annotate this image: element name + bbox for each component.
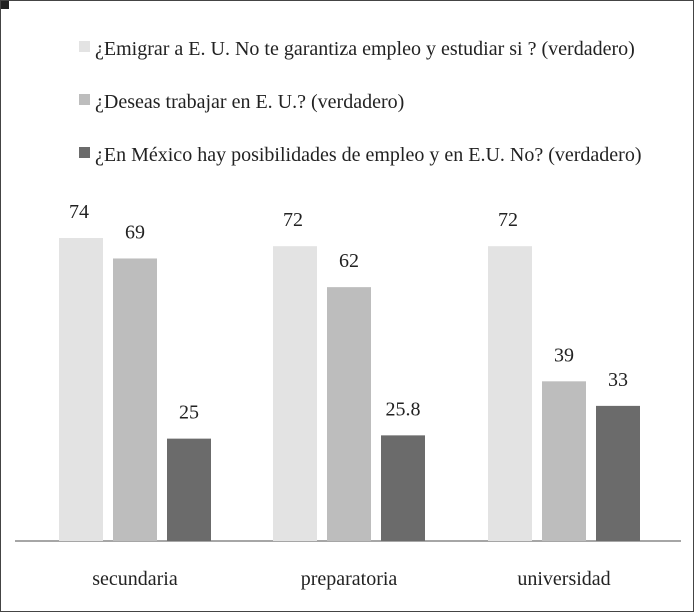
category-label-universidad: universidad <box>517 568 610 590</box>
bar-preparatoria-series-2 <box>327 287 371 541</box>
legend-swatch-2 <box>79 94 90 105</box>
legend-swatch-3 <box>79 147 90 158</box>
corner-mark <box>1 1 9 9</box>
bar-universidad-series-1 <box>488 246 532 541</box>
data-label-universidad-series-3: 33 <box>608 369 628 391</box>
bar-preparatoria-series-3 <box>381 435 425 541</box>
legend-label-2: ¿Deseas trabajar en E. U.? (verdadero) <box>95 91 404 113</box>
data-label-universidad-series-2: 39 <box>554 344 574 366</box>
data-label-secundaria-series-1: 74 <box>69 201 89 223</box>
category-label-secundaria: secundaria <box>92 568 178 590</box>
bar-secundaria-series-3 <box>167 438 211 541</box>
data-label-preparatoria-series-2: 62 <box>339 250 359 272</box>
data-label-preparatoria-series-3: 25.8 <box>386 398 421 420</box>
legend-label-1: ¿Emigrar a E. U. No te garantiza empleo … <box>95 38 635 60</box>
legend-swatch-1 <box>79 41 90 52</box>
data-label-universidad-series-1: 72 <box>498 209 518 231</box>
bar-universidad-series-3 <box>596 405 640 541</box>
bar-preparatoria-series-1 <box>273 246 317 541</box>
data-label-preparatoria-series-1: 72 <box>283 209 303 231</box>
legend-label-3: ¿En México hay posibilidades de empleo y… <box>95 144 641 166</box>
data-label-secundaria-series-2: 69 <box>125 221 145 243</box>
bar-secundaria-series-1 <box>59 238 103 541</box>
category-label-preparatoria: preparatoria <box>301 568 398 590</box>
data-label-secundaria-series-3: 25 <box>179 402 199 424</box>
bar-universidad-series-2 <box>542 381 586 541</box>
bar-secundaria-series-2 <box>113 258 157 541</box>
